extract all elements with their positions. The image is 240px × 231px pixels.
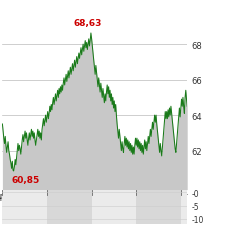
Bar [181, 190, 188, 224]
Text: 60,85: 60,85 [12, 175, 40, 184]
Text: 68,63: 68,63 [73, 19, 102, 28]
Bar [136, 190, 181, 224]
Bar [92, 190, 136, 224]
Bar [2, 190, 47, 224]
Bar [47, 190, 92, 224]
